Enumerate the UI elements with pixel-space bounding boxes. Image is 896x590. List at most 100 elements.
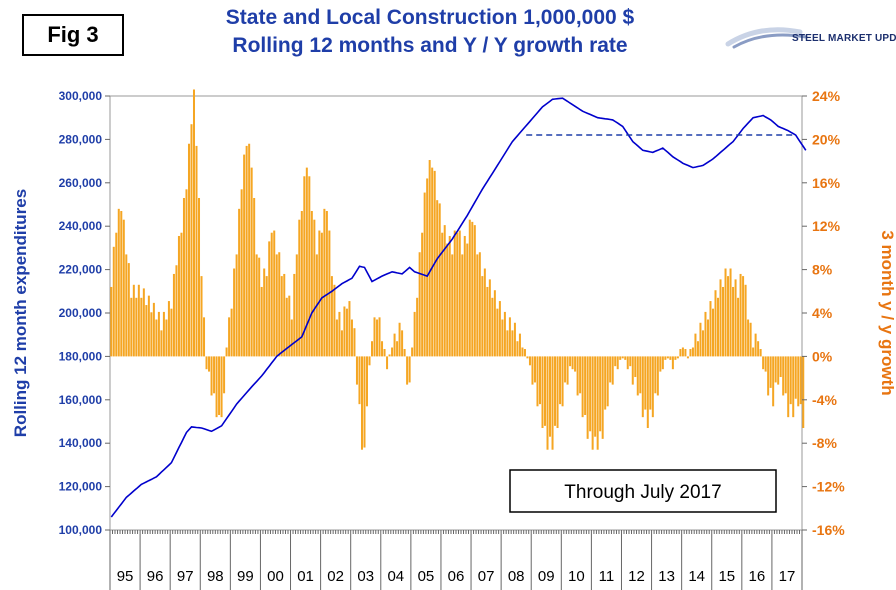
right-axis-title: 3 month y / y growth <box>878 230 896 395</box>
steel-market-update-logo-icon <box>725 27 808 49</box>
growth-bar <box>220 356 223 418</box>
growth-bar <box>737 297 740 357</box>
growth-bar <box>461 254 464 357</box>
growth-bar <box>709 301 712 357</box>
growth-bar <box>368 356 371 366</box>
growth-bar <box>564 356 567 383</box>
growth-bar <box>383 349 386 357</box>
axes: 300,000 280,000 260,000 240,000 220,000 200,0… <box>11 88 896 590</box>
growth-bar <box>704 311 707 357</box>
growth-bar <box>240 189 243 357</box>
growth-bar <box>310 211 313 357</box>
year-label: 10 <box>568 568 585 585</box>
growth-bar <box>418 252 421 357</box>
growth-bar <box>674 356 677 360</box>
annotation-layer: Through July 2017 <box>509 469 777 513</box>
annotation-text: Through July 2017 <box>564 482 721 503</box>
growth-bar <box>471 221 474 357</box>
growth-bar <box>586 356 589 439</box>
growth-bar <box>681 347 684 357</box>
growth-bar <box>752 347 755 357</box>
growth-bar <box>436 200 439 357</box>
growth-bar <box>135 297 138 357</box>
growth-bar <box>561 356 564 407</box>
growth-bar <box>238 208 241 357</box>
title-line-2: Rolling 12 months and Y / Y growth rate <box>232 34 628 57</box>
growth-bar <box>443 225 446 357</box>
growth-bar <box>541 356 544 429</box>
growth-bar <box>696 341 699 357</box>
growth-bar <box>167 301 170 357</box>
growth-bar <box>132 284 135 357</box>
growth-bar <box>556 356 559 429</box>
growth-bar <box>120 211 123 357</box>
growth-bar <box>325 211 328 357</box>
year-label: 15 <box>718 568 735 585</box>
growth-bar <box>488 279 491 357</box>
year-label: 12 <box>628 568 645 585</box>
growth-bar <box>122 219 125 357</box>
left-tick-label: 260,000 <box>59 176 103 190</box>
growth-bar <box>701 330 704 357</box>
growth-bar <box>155 319 158 357</box>
year-label: 02 <box>327 568 344 585</box>
growth-bar <box>208 356 211 372</box>
growth-bar <box>398 322 401 357</box>
growth-bar <box>396 341 399 357</box>
growth-bar <box>157 311 160 357</box>
growth-bar <box>523 349 526 357</box>
growth-bar <box>699 322 702 357</box>
growth-bar <box>749 322 752 357</box>
left-tick-label: 180,000 <box>59 349 103 363</box>
growth-bar <box>223 356 226 394</box>
growth-bar <box>528 356 531 366</box>
growth-bar <box>137 284 140 357</box>
left-tick-label: 240,000 <box>59 219 103 233</box>
growth-bar <box>285 297 288 357</box>
growth-bar <box>205 356 208 370</box>
growth-bar <box>576 356 579 396</box>
growth-bar <box>428 160 431 357</box>
growth-bar <box>481 276 484 357</box>
growth-bar <box>463 235 466 357</box>
growth-bar <box>719 279 722 357</box>
growth-bar <box>350 319 353 357</box>
growth-bar <box>448 235 451 357</box>
growth-bar <box>611 356 614 385</box>
annotation-box <box>509 469 777 513</box>
growth-bar <box>626 356 629 370</box>
growth-bar <box>365 356 368 407</box>
year-label: 05 <box>418 568 435 585</box>
growth-bar <box>127 263 130 357</box>
growth-bar <box>431 167 434 357</box>
growth-bar <box>421 232 424 357</box>
growth-bar <box>456 232 459 357</box>
figure-label: Fig 3 <box>22 14 124 56</box>
growth-bar <box>589 356 592 432</box>
right-tick-label: 24% <box>812 88 841 104</box>
growth-bar <box>182 197 185 357</box>
growth-bar <box>245 145 248 357</box>
growth-bar <box>345 308 348 357</box>
growth-bar <box>486 286 489 357</box>
year-label: 97 <box>177 568 194 585</box>
growth-bar <box>777 356 780 385</box>
growth-bar <box>676 356 679 359</box>
growth-bar <box>559 356 562 405</box>
growth-bar <box>634 356 637 378</box>
year-label: 03 <box>357 568 374 585</box>
growth-bar <box>426 178 429 357</box>
growth-bar <box>661 356 664 370</box>
growth-bar <box>348 301 351 357</box>
growth-bar <box>386 356 389 370</box>
growth-bar <box>686 356 689 359</box>
growth-bar <box>250 167 253 357</box>
plot-border <box>109 95 803 531</box>
growth-bar <box>498 301 501 357</box>
growth-bar <box>566 356 569 385</box>
growth-bar <box>248 143 251 357</box>
growth-bar <box>669 356 672 360</box>
growth-bar <box>549 356 552 437</box>
year-label: 98 <box>207 568 224 585</box>
growth-bar <box>408 356 411 383</box>
